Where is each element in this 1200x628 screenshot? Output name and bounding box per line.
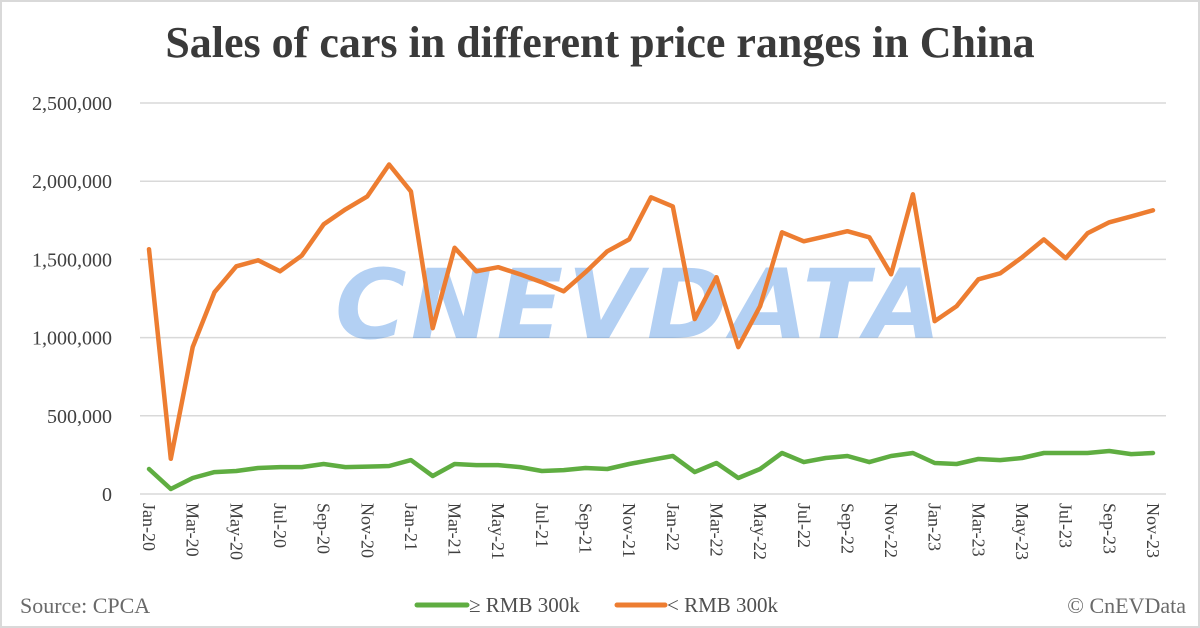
y-tick-label: 2,000,000: [32, 171, 112, 193]
y-tick-label: 500,000: [47, 406, 112, 428]
x-tick-label: May-21: [488, 503, 508, 560]
x-tick-label: Mar-21: [445, 503, 465, 557]
y-axis-ticks: 0 500,000 1,000,000 1,500,000 2,000,000 2,500…: [32, 93, 112, 506]
legend-label-ge-300k: ≥ RMB 300k: [469, 593, 580, 617]
legend: ≥ RMB 300k < RMB 300k: [414, 593, 779, 617]
x-tick-label: Sep-23: [1099, 503, 1119, 554]
x-tick-label: Nov-23: [1143, 503, 1163, 558]
x-tick-label: Mar-20: [183, 503, 203, 557]
legend-label-lt-300k: < RMB 300k: [667, 593, 779, 617]
x-tick-label: Nov-20: [357, 503, 377, 558]
watermark: CNEVDATA: [335, 249, 945, 361]
x-tick-label: Sep-20: [314, 503, 334, 554]
x-tick-label: May-20: [226, 503, 246, 560]
y-tick-label: 2,500,000: [32, 93, 112, 115]
x-tick-label: Nov-21: [619, 503, 639, 558]
x-tick-label: Sep-22: [837, 503, 857, 554]
copyright-note: © CnEVData: [1067, 593, 1186, 618]
x-tick-label: Mar-22: [706, 503, 726, 557]
y-tick-label: 1,000,000: [32, 328, 112, 350]
x-tick-label: Mar-23: [968, 503, 988, 557]
series-line-ge-300k: [146, 448, 1156, 492]
x-tick-label: Jan-22: [663, 503, 683, 551]
x-tick-label: Jul-23: [1056, 503, 1076, 548]
x-tick-label: Sep-21: [576, 503, 596, 554]
x-tick-label: Nov-22: [881, 503, 901, 558]
series-lines: [146, 162, 1156, 492]
y-tick-label: 1,500,000: [32, 249, 112, 271]
x-tick-label: Jul-21: [532, 503, 552, 548]
y-tick-label: 0: [102, 484, 112, 506]
chart-title: Sales of cars in different price ranges …: [165, 18, 1034, 67]
gridlines: [140, 102, 1166, 495]
x-tick-label: May-22: [750, 503, 770, 560]
x-tick-label: Jan-20: [139, 503, 159, 551]
x-tick-label: Jan-21: [401, 503, 421, 551]
x-tick-label: May-23: [1012, 503, 1032, 560]
x-tick-label: Jul-22: [794, 503, 814, 548]
source-note: Source: CPCA: [20, 593, 150, 618]
x-tick-label: Jul-20: [270, 503, 290, 548]
x-tick-label: Jan-23: [925, 503, 945, 551]
x-axis-ticks: Jan-20 Mar-20 May-20 Jul-20 Sep-20 Nov-20 Jan-…: [139, 503, 1163, 560]
